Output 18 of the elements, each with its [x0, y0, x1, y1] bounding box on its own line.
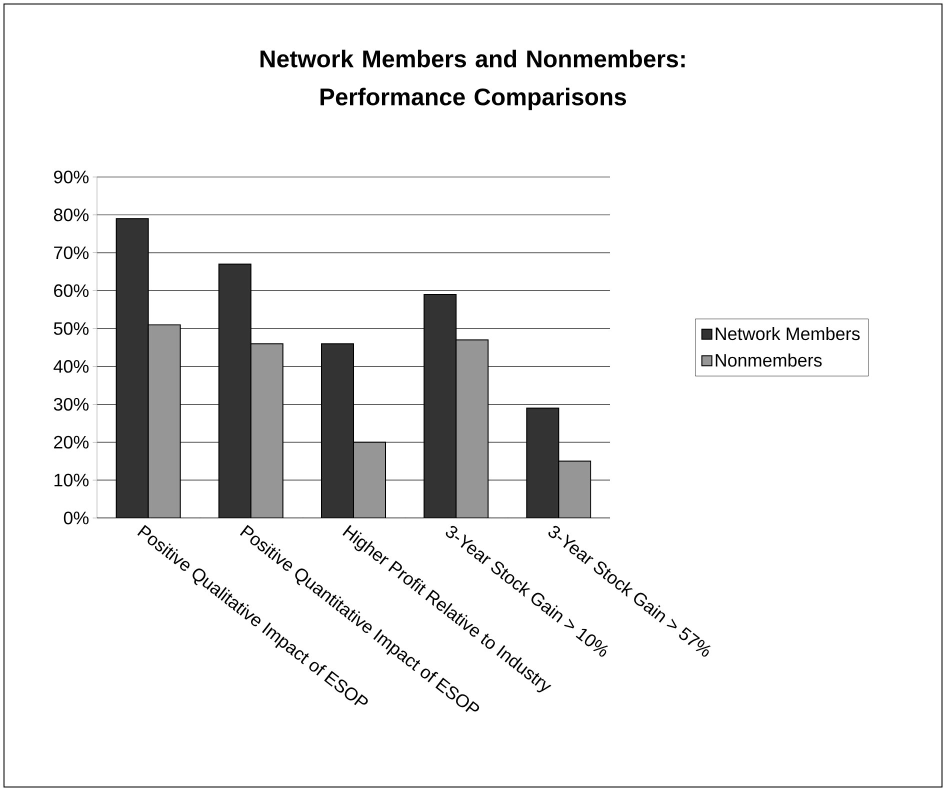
y-tick-label: 70%	[54, 246, 89, 260]
chart-title: Network Members and Nonmembers: Performance Comparisons	[260, 50, 685, 110]
y-tick-label: 30%	[54, 398, 89, 411]
y-tick-label: 10%	[54, 474, 89, 486]
y-tick-label: 20%	[54, 436, 89, 449]
bar	[321, 343, 354, 518]
legend-label: Nonmembers	[716, 353, 822, 367]
bar	[116, 218, 149, 518]
y-tick-label: 40%	[54, 360, 89, 373]
y-tick-label: 80%	[54, 208, 89, 222]
bar	[218, 264, 252, 518]
bar	[424, 294, 457, 518]
y-tick-label: 0%	[64, 512, 89, 524]
y-tick-label: 90%	[54, 170, 89, 184]
y-tick-label: 60%	[54, 284, 89, 298]
bar	[526, 408, 560, 518]
legend-label: Network Members	[716, 326, 860, 340]
y-tick-label: 50%	[54, 322, 89, 335]
